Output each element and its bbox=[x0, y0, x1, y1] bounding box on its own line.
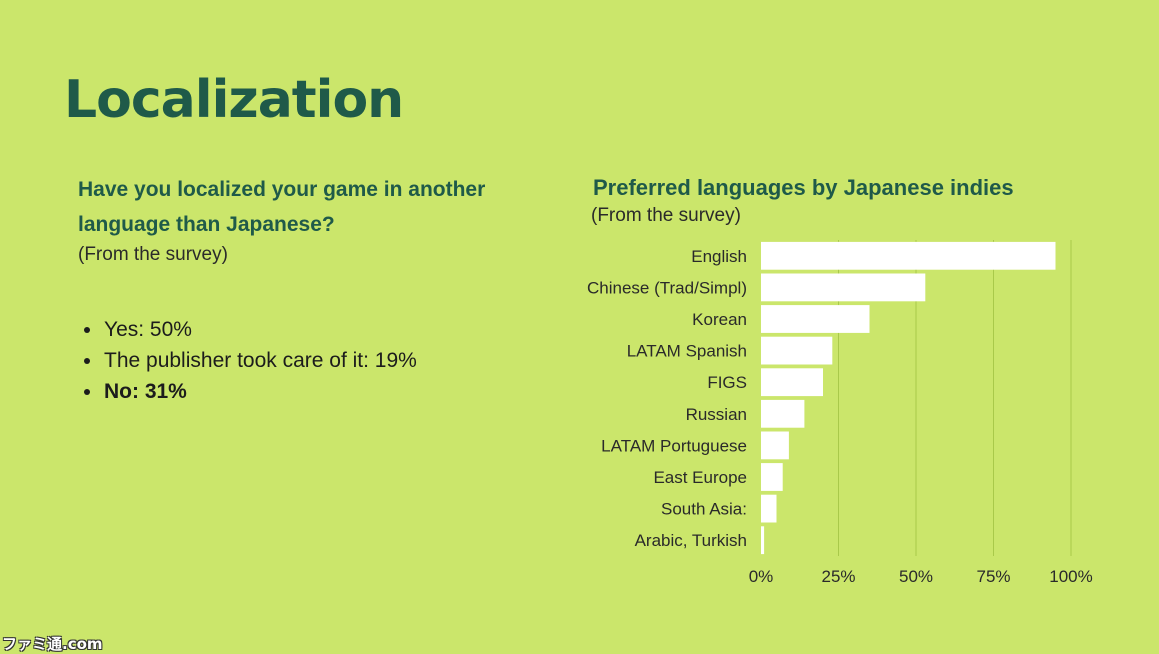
answer-no: No: 31% bbox=[78, 376, 498, 407]
x-tick-label: 100% bbox=[1049, 567, 1092, 586]
bar bbox=[761, 526, 765, 555]
slide-title: Localization bbox=[64, 70, 404, 130]
bar bbox=[761, 463, 783, 491]
bar bbox=[761, 305, 870, 333]
bar bbox=[761, 273, 926, 302]
survey-question-block: Have you localized your game in another … bbox=[78, 172, 498, 407]
chart-title: Preferred languages by Japanese indies bbox=[593, 175, 1014, 200]
category-label: East Europe bbox=[653, 468, 747, 487]
x-tick-label: 25% bbox=[821, 567, 855, 586]
category-label: LATAM Spanish bbox=[627, 342, 747, 361]
bar bbox=[761, 368, 823, 397]
bar bbox=[761, 241, 1056, 270]
watermark-logo: ファミ通.com bbox=[2, 635, 103, 653]
answer-publisher: The publisher took care of it: 19% bbox=[78, 345, 498, 376]
category-label: Russian bbox=[686, 405, 747, 424]
survey-question: Have you localized your game in another … bbox=[78, 178, 486, 236]
bar bbox=[761, 336, 833, 365]
category-label: Chinese (Trad/Simpl) bbox=[587, 278, 747, 297]
category-label: English bbox=[691, 247, 747, 266]
answer-yes: Yes: 50% bbox=[78, 314, 498, 345]
x-tick-label: 0% bbox=[749, 567, 774, 586]
bar bbox=[761, 399, 805, 428]
category-label: Korean bbox=[692, 310, 747, 329]
chart-subtitle: (From the survey) bbox=[591, 205, 741, 226]
x-tick-label: 50% bbox=[899, 567, 933, 586]
answer-list: Yes: 50% The publisher took care of it: … bbox=[78, 314, 498, 407]
category-label: Arabic, Turkish bbox=[635, 531, 747, 550]
category-label: South Asia: bbox=[661, 500, 747, 519]
bar bbox=[761, 431, 789, 460]
category-label: LATAM Portuguese bbox=[601, 436, 747, 455]
category-label: FIGS bbox=[707, 373, 747, 392]
bar bbox=[761, 494, 777, 523]
x-tick-label: 75% bbox=[976, 567, 1010, 586]
survey-note: (From the survey) bbox=[78, 244, 228, 265]
